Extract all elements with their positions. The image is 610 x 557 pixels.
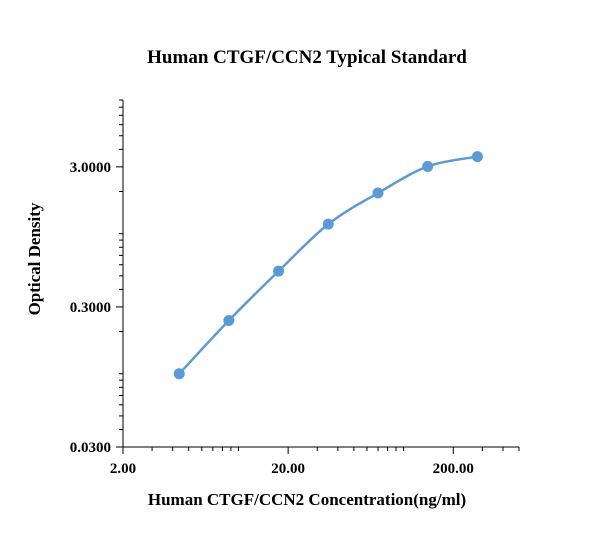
fit-curve bbox=[178, 155, 478, 375]
data-point bbox=[223, 314, 235, 326]
data-point bbox=[173, 368, 185, 380]
x-axis-label: Human CTGF/CCN2 Concentration(ng/ml) bbox=[148, 490, 466, 509]
tick-labels: 2.00 20.00 200.00 0.0300 0.3000 3.0000 bbox=[70, 160, 474, 477]
x-tick-label: 2.00 bbox=[110, 461, 136, 477]
y-tick-label: 0.0300 bbox=[70, 440, 111, 456]
y-axis-label: Optical Density bbox=[25, 202, 44, 315]
data-point bbox=[422, 160, 434, 172]
axes bbox=[122, 100, 519, 448]
x-tick-label: 20.00 bbox=[271, 461, 305, 477]
data-point bbox=[471, 151, 483, 163]
data-point bbox=[372, 187, 384, 199]
x-tick-label: 200.00 bbox=[433, 461, 474, 477]
data-point bbox=[322, 218, 334, 230]
chart-title: Human CTGF/CCN2 Typical Standard bbox=[147, 47, 467, 68]
y-tick-label: 3.0000 bbox=[70, 160, 111, 176]
plot-area bbox=[173, 151, 483, 380]
data-point bbox=[273, 265, 285, 277]
ticks bbox=[116, 99, 520, 454]
y-tick-label: 0.3000 bbox=[70, 300, 111, 316]
